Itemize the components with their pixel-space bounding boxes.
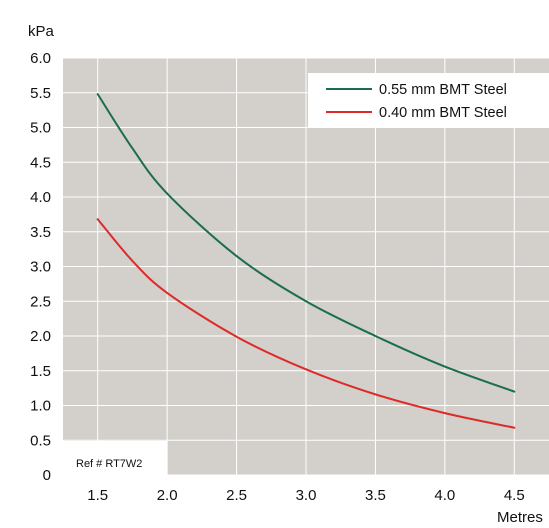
legend: 0.55 mm BMT Steel 0.40 mm BMT Steel bbox=[308, 73, 549, 127]
grid-lines bbox=[63, 57, 549, 476]
y-tick-label: 3.5 bbox=[30, 224, 51, 241]
x-tick-label: 2.5 bbox=[226, 487, 247, 504]
series-line-1 bbox=[96, 218, 516, 429]
y-axis-title: kPa bbox=[28, 23, 55, 40]
legend-label-1: 0.40 mm BMT Steel bbox=[379, 105, 507, 121]
x-tick-label: 4.0 bbox=[434, 487, 455, 504]
x-tick-label: 1.5 bbox=[87, 487, 108, 504]
x-tick-labels: 1.5 2.0 2.5 3.0 3.5 4.0 4.5 bbox=[87, 487, 524, 504]
legend-box bbox=[308, 73, 549, 127]
x-tick-label: 3.5 bbox=[365, 487, 386, 504]
x-tick-label: 4.5 bbox=[504, 487, 525, 504]
legend-label-0: 0.55 mm BMT Steel bbox=[379, 82, 507, 98]
x-tick-label: 2.0 bbox=[157, 487, 178, 504]
series-line-0 bbox=[96, 93, 516, 393]
x-axis-title: Metres bbox=[497, 509, 543, 526]
y-tick-label: 0 bbox=[43, 467, 51, 484]
y-tick-label: 4.0 bbox=[30, 189, 51, 206]
y-tick-label: 4.5 bbox=[30, 154, 51, 171]
y-tick-label: 5.5 bbox=[30, 85, 51, 102]
y-tick-label: 1.5 bbox=[30, 363, 51, 380]
y-tick-label: 0.5 bbox=[30, 432, 51, 449]
y-tick-labels: 0 0.5 1.0 1.5 2.0 2.5 3.0 3.5 4.0 4.5 5.0 5.5 6.0 bbox=[30, 50, 51, 484]
y-tick-label: 1.0 bbox=[30, 398, 51, 415]
y-tick-label: 5.0 bbox=[30, 120, 51, 137]
series-layer bbox=[96, 93, 516, 429]
reference-box: Ref # RT7W2 bbox=[63, 441, 167, 475]
y-tick-label: 6.0 bbox=[30, 50, 51, 67]
reference-box-background bbox=[63, 441, 167, 475]
y-tick-label: 2.5 bbox=[30, 293, 51, 310]
y-tick-label: 2.0 bbox=[30, 328, 51, 345]
y-tick-label: 3.0 bbox=[30, 259, 51, 276]
reference-label: Ref # RT7W2 bbox=[76, 458, 142, 470]
x-tick-label: 3.0 bbox=[296, 487, 317, 504]
